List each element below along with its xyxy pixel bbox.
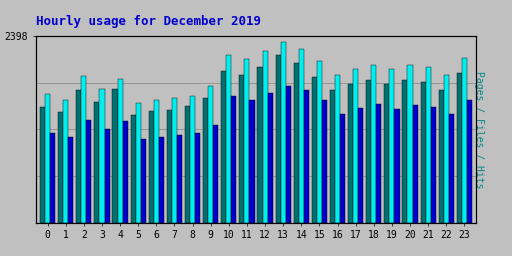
Bar — [449, 114, 454, 223]
Bar — [439, 90, 444, 223]
Bar — [68, 137, 73, 223]
Bar — [221, 71, 226, 223]
Bar — [376, 104, 381, 223]
Bar — [185, 106, 190, 223]
Bar — [177, 135, 182, 223]
Bar — [348, 84, 353, 223]
Bar — [467, 100, 472, 223]
Bar — [63, 100, 68, 223]
Bar — [353, 69, 358, 223]
Bar — [190, 96, 195, 223]
Bar — [208, 86, 213, 223]
Bar — [275, 55, 281, 223]
Bar — [408, 65, 413, 223]
Bar — [425, 67, 431, 223]
Bar — [50, 133, 55, 223]
Bar — [76, 90, 81, 223]
Bar — [263, 51, 268, 223]
Bar — [268, 93, 273, 223]
Bar — [322, 100, 327, 223]
Bar — [389, 69, 394, 223]
Bar — [371, 65, 376, 223]
Bar — [394, 109, 399, 223]
Bar — [457, 73, 462, 223]
Bar — [81, 76, 87, 223]
Bar — [317, 61, 322, 223]
Bar — [258, 67, 263, 223]
Bar — [402, 80, 408, 223]
Bar — [330, 90, 335, 223]
Bar — [159, 137, 164, 223]
Bar — [45, 94, 50, 223]
Bar — [462, 58, 467, 223]
Bar — [286, 86, 291, 223]
Bar — [123, 121, 127, 223]
Bar — [366, 80, 371, 223]
Bar — [249, 100, 254, 223]
Bar — [154, 100, 159, 223]
Bar — [226, 55, 231, 223]
Bar — [304, 90, 309, 223]
Bar — [87, 120, 92, 223]
Bar — [195, 133, 200, 223]
Bar — [136, 103, 141, 223]
Bar — [104, 129, 110, 223]
Bar — [413, 105, 418, 223]
Bar — [231, 97, 237, 223]
Bar — [294, 63, 299, 223]
Bar — [420, 82, 425, 223]
Bar — [148, 111, 154, 223]
Bar — [141, 139, 146, 223]
Bar — [94, 102, 99, 223]
Bar — [431, 106, 436, 223]
Bar — [299, 49, 304, 223]
Bar — [239, 75, 244, 223]
Bar — [444, 75, 449, 223]
Bar — [118, 79, 123, 223]
Bar — [40, 107, 45, 223]
Bar — [385, 84, 389, 223]
Bar — [58, 112, 63, 223]
Bar — [244, 59, 249, 223]
Bar — [281, 42, 286, 223]
Text: Hourly usage for December 2019: Hourly usage for December 2019 — [36, 15, 261, 28]
Bar — [203, 98, 208, 223]
Bar — [213, 125, 218, 223]
Bar — [113, 89, 118, 223]
Bar — [99, 89, 104, 223]
Bar — [335, 75, 340, 223]
Bar — [340, 114, 345, 223]
Y-axis label: Pages / Files / Hits: Pages / Files / Hits — [475, 71, 484, 188]
Bar — [172, 98, 177, 223]
Bar — [167, 110, 172, 223]
Bar — [358, 108, 364, 223]
Bar — [131, 115, 136, 223]
Bar — [312, 77, 317, 223]
